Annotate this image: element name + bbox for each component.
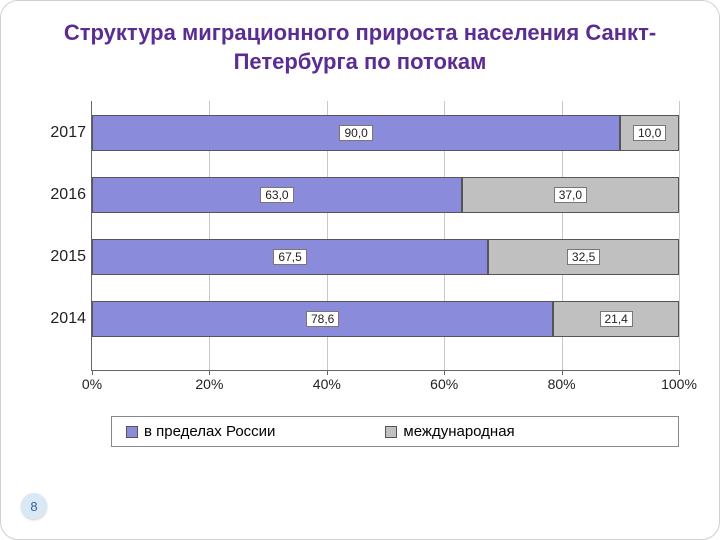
x-tick [679,370,680,375]
bar-segment-international: 32,5 [488,239,679,275]
bar-segment-domestic: 67,5 [92,239,488,275]
legend-label: международная [403,423,514,440]
plot: 0%20%40%60%80%100%90,010,063,037,067,532… [91,101,679,371]
bar-value-label: 67,5 [273,249,306,265]
legend-swatch-domestic [126,426,138,438]
legend: в пределах России международная [111,416,679,447]
x-tick [92,370,93,375]
x-tick-label: 0% [82,376,102,392]
x-tick [327,370,328,375]
y-category-label: 2017 [31,124,86,142]
bar-segment-international: 10,0 [620,115,679,151]
x-tick [562,370,563,375]
x-tick-label: 40% [313,376,341,392]
bar-segment-domestic: 90,0 [92,115,620,151]
legend-label: в пределах России [144,423,275,440]
bar-value-label: 63,0 [260,187,293,203]
bar-value-label: 90,0 [339,125,372,141]
x-tick [444,370,445,375]
y-category-label: 2016 [31,186,86,204]
x-tick-label: 20% [195,376,223,392]
y-category-label: 2014 [31,310,86,328]
slide: Структура миграционного прироста населен… [0,0,720,540]
legend-item: международная [385,423,514,440]
x-tick-label: 60% [430,376,458,392]
bar-value-label: 37,0 [554,187,587,203]
legend-swatch-international [385,426,397,438]
x-tick [209,370,210,375]
bar-row: 78,6 21,4 [92,301,679,337]
bar-segment-domestic: 63,0 [92,177,462,213]
bar-row: 67,5 32,5 [92,239,679,275]
bar-segment-international: 37,0 [462,177,679,213]
x-tick-label: 100% [661,376,697,392]
y-category-label: 2015 [31,248,86,266]
bar-value-label: 10,0 [633,125,666,141]
gridline [679,101,680,370]
chart-title: Структура миграционного прироста населен… [1,1,719,86]
x-tick-label: 80% [548,376,576,392]
legend-item: в пределах России [126,423,275,440]
bar-row: 63,0 37,0 [92,177,679,213]
bar-segment-domestic: 78,6 [92,301,553,337]
bar-row: 90,0 10,0 [92,115,679,151]
bar-value-label: 21,4 [600,311,633,327]
bar-segment-international: 21,4 [553,301,679,337]
bar-value-label: 32,5 [567,249,600,265]
chart-area: 0%20%40%60%80%100%90,010,063,037,067,532… [31,101,689,411]
bar-value-label: 78,6 [306,311,339,327]
page-number-badge: 8 [21,493,47,519]
